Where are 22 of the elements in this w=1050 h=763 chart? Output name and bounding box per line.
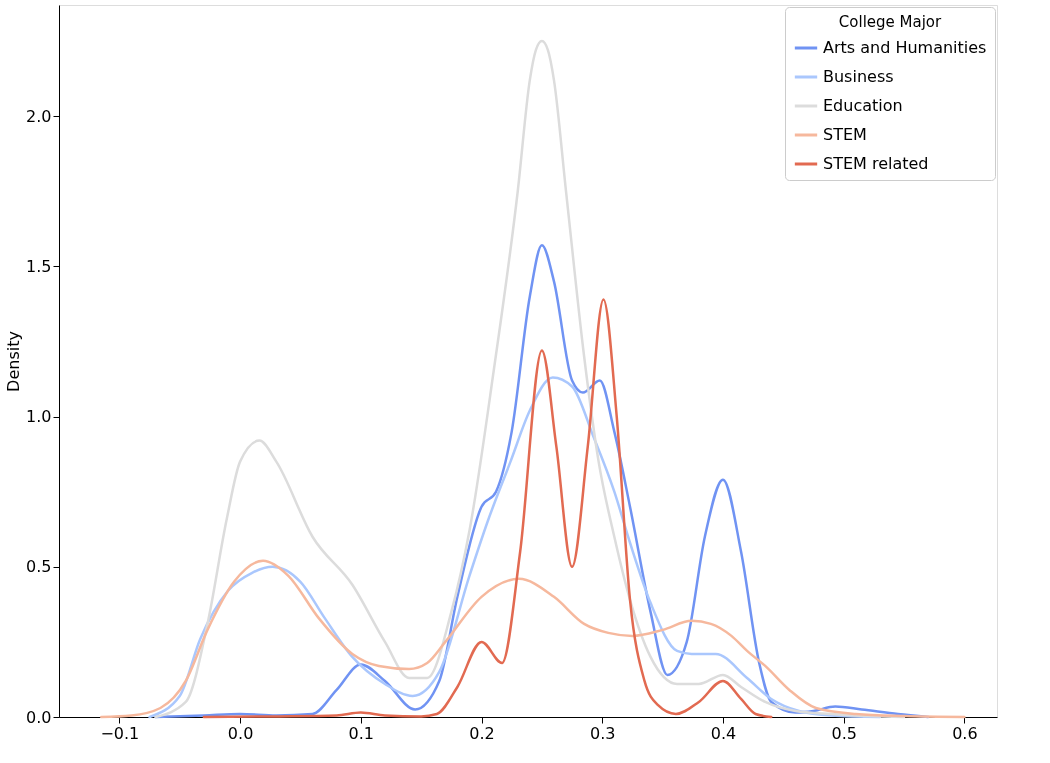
- y-tick-label: 1.5: [26, 256, 52, 276]
- x-tick-label: 0.4: [710, 723, 737, 743]
- x-tick-label: −0.1: [100, 723, 140, 743]
- line-series: [202, 298, 773, 719]
- x-tick-label: 0.3: [590, 723, 616, 743]
- x-tick-label: 0.2: [469, 723, 495, 743]
- y-tick-label: 0.0: [26, 707, 52, 727]
- y-axis-title: Density: [4, 331, 24, 392]
- x-tick-label: 0.5: [831, 723, 857, 743]
- x-tick-label: 0.1: [348, 723, 375, 743]
- y-tick-label: 0.5: [26, 557, 52, 577]
- x-tick-label: 0.6: [952, 723, 978, 743]
- legend-label: STEM related: [823, 154, 929, 173]
- y-tick-label: 2.0: [26, 106, 52, 126]
- legend-title: College Major: [838, 13, 943, 31]
- y-tick-label: 1.0: [26, 407, 52, 427]
- legend-label: STEM: [823, 125, 867, 144]
- legend-label: Education: [823, 96, 903, 115]
- legend-label: Arts and Humanities: [823, 38, 987, 57]
- line-series: [100, 559, 966, 719]
- x-tick-label: 0.0: [227, 723, 254, 743]
- legend-label: Business: [823, 67, 894, 86]
